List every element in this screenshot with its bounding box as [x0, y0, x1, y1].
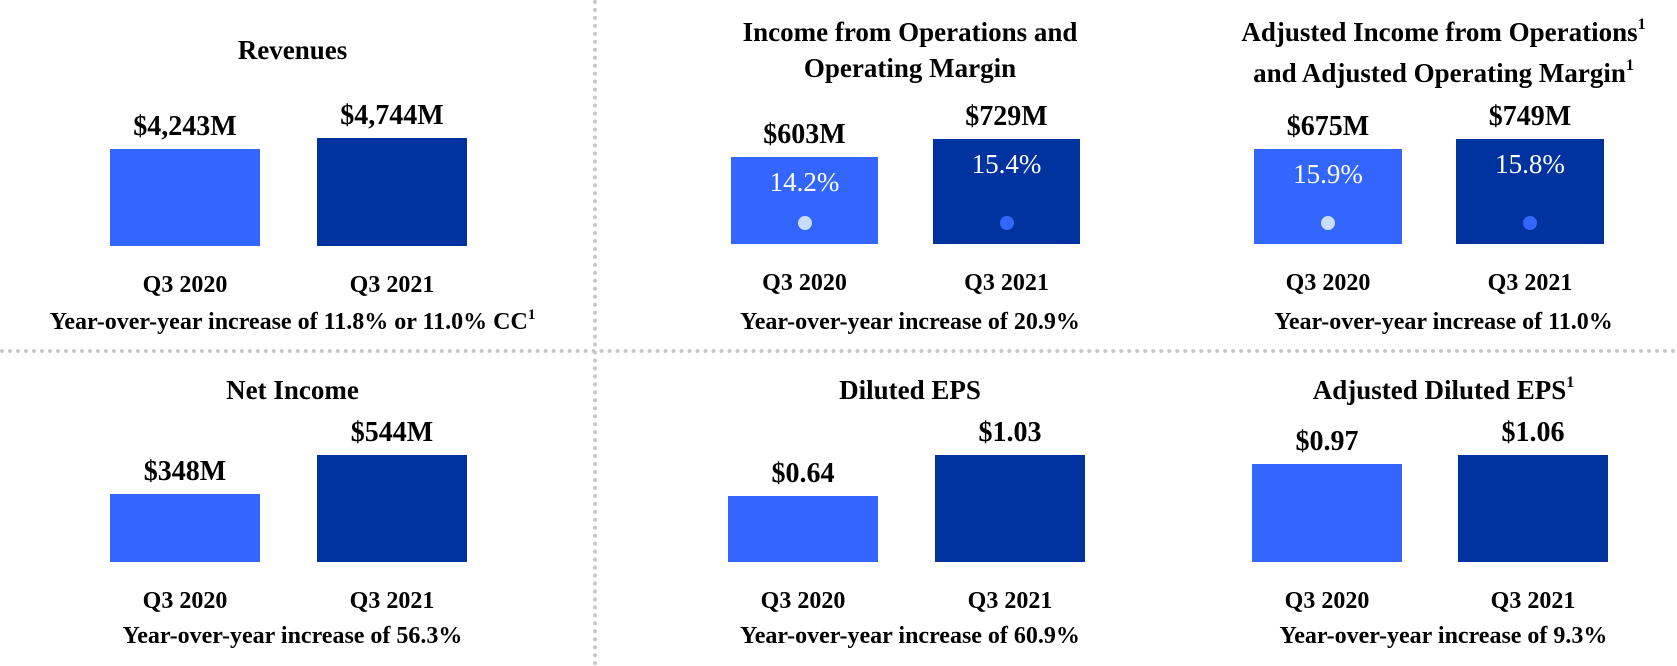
- footnote-marker: 1: [527, 307, 536, 323]
- bar-q3-2021: [317, 138, 467, 246]
- panel-title-text: Revenues: [237, 35, 348, 65]
- yoy-footnote: Year-over-year increase of 11.8% or 11.0…: [0, 307, 585, 339]
- x-axis-label: Q3 2020: [142, 272, 228, 298]
- bar-q3-2021: 15.8%: [1456, 139, 1604, 244]
- x-axis-label: Q3 2021: [1487, 270, 1573, 296]
- bar-q3-2020: 14.2%: [731, 157, 878, 244]
- bar-q3-2020: [110, 149, 260, 246]
- x-axis-label: Q3 2020: [1285, 270, 1371, 296]
- x-axis-label: Q3 2021: [1490, 588, 1576, 614]
- value-label: $544M: [350, 417, 434, 448]
- bar-q3-2020: [728, 496, 878, 562]
- yoy-footnote: Year-over-year increase of 9.3%: [1210, 622, 1677, 650]
- yoy-footnote: Year-over-year increase of 56.3%: [0, 622, 585, 650]
- panel-title: Net Income: [0, 372, 585, 408]
- bar-q3-2020: [110, 494, 260, 562]
- x-axis-label: Q3 2020: [762, 270, 847, 296]
- yoy-footnote: Year-over-year increase of 20.9%: [600, 308, 1220, 336]
- margin-dot: [1321, 216, 1335, 230]
- operating-margin-label: 14.2%: [769, 167, 840, 197]
- bar-q3-2021: 15.4%: [933, 139, 1080, 244]
- x-axis-label: Q3 2020: [142, 588, 228, 614]
- bar-q3-2021: [935, 455, 1085, 562]
- x-axis-label: Q3 2020: [760, 588, 846, 614]
- value-label: $603M: [763, 119, 846, 150]
- x-axis-label: Q3 2020: [1284, 588, 1370, 614]
- margin-dot: [999, 216, 1014, 230]
- panel-diluted-eps: Diluted EPS Year-over-year increase of 6…: [600, 360, 1220, 666]
- panel-income-from-operations: Income from Operations and Operating Mar…: [600, 0, 1220, 345]
- bar-q3-2021: [317, 455, 467, 562]
- panel-title: Diluted EPS: [600, 372, 1220, 408]
- yoy-footnote-text: Year-over-year increase of 60.9%: [740, 623, 1080, 649]
- horizontal-separator: [0, 349, 1677, 353]
- value-label: $4,243M: [133, 111, 237, 142]
- panel-title-line-2-text: and Adjusted Operating Margin: [1253, 58, 1626, 88]
- panel-adjusted-income-from-operations: Adjusted Income from Operations1 and Adj…: [1210, 0, 1677, 345]
- panel-title-line-1: Adjusted Income from Operations1: [1210, 14, 1677, 55]
- value-label: $1.03: [978, 417, 1042, 448]
- footnote-marker: 1: [1637, 16, 1646, 33]
- panel-title: Adjusted Income from Operations1 and Adj…: [1210, 14, 1677, 96]
- yoy-footnote-text: Year-over-year increase of 56.3%: [122, 623, 463, 649]
- value-label: $729M: [965, 101, 1048, 132]
- panel-net-income: Net Income Year-over-year increase of 56…: [0, 360, 585, 666]
- operating-margin-label: 15.9%: [1293, 159, 1363, 189]
- x-axis-label: Q3 2021: [349, 272, 435, 298]
- yoy-footnote-text: Year-over-year increase of 20.9%: [740, 309, 1080, 335]
- footnote-marker: 1: [1566, 374, 1575, 391]
- bar-q3-2020: [1252, 464, 1402, 562]
- panel-title-line-2: and Adjusted Operating Margin1: [1210, 55, 1677, 96]
- panel-title: Adjusted Diluted EPS1: [1210, 372, 1677, 413]
- margin-dot: [1523, 216, 1537, 230]
- panel-title-text: Net Income: [226, 375, 359, 405]
- panel-title: Revenues: [0, 32, 585, 68]
- margin-dot: [797, 216, 812, 230]
- panel-title: Income from Operations and Operating Mar…: [600, 14, 1220, 86]
- vertical-separator: [593, 0, 597, 666]
- panel-title-text: Diluted EPS: [839, 375, 981, 405]
- yoy-footnote-text: Year-over-year increase of 11.0%: [1274, 309, 1613, 335]
- panel-title-line-1-text: Adjusted Income from Operations: [1241, 17, 1638, 47]
- bar-q3-2021: [1458, 455, 1608, 562]
- value-label: $749M: [1488, 101, 1572, 132]
- panel-revenues: Revenues Year-over-year increase of 11.8…: [0, 0, 585, 345]
- panel-adjusted-diluted-eps: Adjusted Diluted EPS1 Year-over-year inc…: [1210, 360, 1677, 666]
- yoy-footnote: Year-over-year increase of 60.9%: [600, 622, 1220, 650]
- value-label: $4,744M: [340, 100, 444, 131]
- x-axis-label: Q3 2021: [349, 588, 435, 614]
- value-label: $0.64: [771, 458, 835, 489]
- yoy-footnote: Year-over-year increase of 11.0%: [1210, 308, 1677, 336]
- x-axis-label: Q3 2021: [964, 270, 1049, 296]
- value-label: $348M: [143, 456, 227, 487]
- panel-title-line-2: Operating Margin: [803, 53, 1017, 83]
- value-label: $675M: [1286, 111, 1370, 142]
- panel-title-line-1: Income from Operations and: [742, 17, 1078, 47]
- footnote-marker: 1: [1625, 57, 1634, 74]
- value-label: $1.06: [1501, 417, 1565, 448]
- value-label: $0.97: [1295, 426, 1359, 457]
- operating-margin-label: 15.8%: [1495, 149, 1565, 179]
- panel-title-text: Adjusted Diluted EPS: [1312, 375, 1567, 405]
- yoy-footnote-text: Year-over-year increase of 9.3%: [1279, 623, 1608, 649]
- x-axis-label: Q3 2021: [967, 588, 1053, 614]
- operating-margin-label: 15.4%: [971, 149, 1042, 179]
- yoy-footnote-text: Year-over-year increase of 11.8% or 11.0…: [49, 309, 528, 335]
- bar-q3-2020: 15.9%: [1254, 149, 1402, 244]
